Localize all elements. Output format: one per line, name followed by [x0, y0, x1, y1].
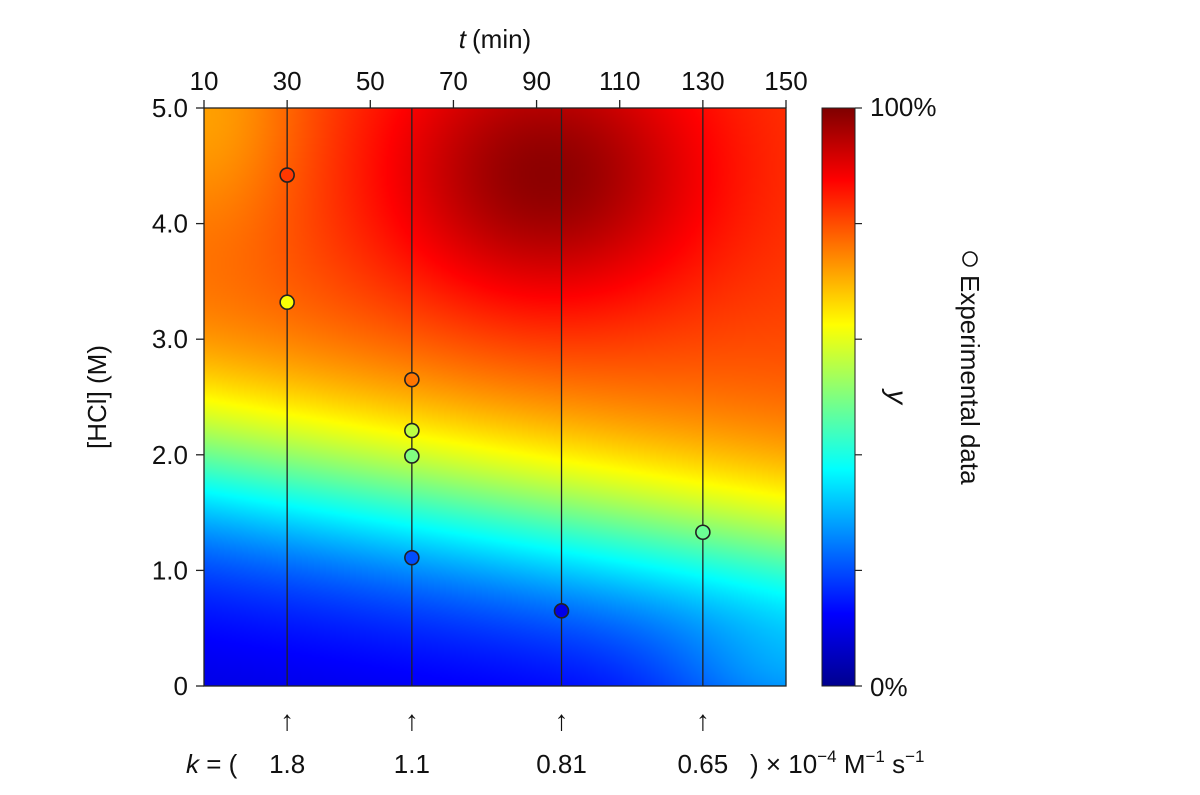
- x-axis-title: t (min): [459, 24, 531, 54]
- y-tick-label: 1.0: [152, 555, 188, 585]
- experimental-point: [279, 167, 295, 183]
- colorbar: [821, 107, 856, 687]
- colorbar-min-label: 0%: [870, 672, 908, 702]
- k-units-s-exp: −1: [905, 747, 924, 766]
- plot-frame: [203, 107, 787, 687]
- k-lines: [286, 108, 704, 686]
- x-tick-label: 10: [190, 66, 219, 96]
- k-units-m-exp: −1: [866, 747, 885, 766]
- k-prefix: k = (: [186, 749, 238, 779]
- experimental-point: [404, 448, 420, 464]
- k-value: 0.81: [536, 749, 587, 779]
- y-tick-label: 0: [174, 671, 188, 701]
- colorbar-title: y: [882, 388, 913, 406]
- k-units-exp: −4: [817, 747, 836, 766]
- x-axis: 10 30 50 70 90 110 130 150: [190, 66, 808, 108]
- x-tick-label: 30: [273, 66, 302, 96]
- y-axis-title: [HCl] (M): [82, 345, 112, 449]
- y-tick-label: 4.0: [152, 209, 188, 239]
- k-arrow: ↑: [280, 705, 294, 736]
- k-units-main: ) × 10: [750, 749, 817, 779]
- x-axis-var: t: [459, 24, 468, 54]
- k-value: 1.8: [269, 749, 305, 779]
- legend-marker: [962, 251, 978, 267]
- colorbar-ticks: [855, 107, 862, 687]
- x-tick-label: 50: [356, 66, 385, 96]
- experimental-point: [404, 422, 420, 439]
- k-value: 1.1: [394, 749, 430, 779]
- k-value: 0.65: [678, 749, 729, 779]
- legend: Experimental data: [955, 251, 985, 485]
- experimental-point: [695, 524, 711, 541]
- k-units: ) × 10−4 M−1 s−1: [750, 747, 925, 779]
- x-axis-unit: (min): [472, 24, 531, 54]
- k-arrow: ↑: [405, 705, 419, 736]
- experimental-points: [279, 167, 711, 619]
- x-tick-label: 150: [764, 66, 807, 96]
- y-tick-label: 2.0: [152, 440, 188, 470]
- y-tick-label: 3.0: [152, 324, 188, 354]
- k-symbol: k: [186, 749, 201, 779]
- k-open: = (: [199, 749, 238, 779]
- legend-label: Experimental data: [955, 275, 985, 485]
- k-value-labels: 1.8 1.1 0.81 0.65: [269, 749, 728, 779]
- k-arrows: ↑ ↑ ↑ ↑: [280, 705, 710, 736]
- colorbar-max-label: 100%: [870, 92, 937, 122]
- x-tick-label: 110: [599, 66, 640, 96]
- experimental-point: [279, 294, 295, 311]
- y-tick-label: 5.0: [152, 93, 188, 123]
- experimental-point: [404, 371, 420, 388]
- k-arrow: ↑: [696, 705, 710, 736]
- x-tick-label: 90: [522, 66, 551, 96]
- x-tick-label: 130: [681, 66, 724, 96]
- k-units-s: s: [885, 749, 905, 779]
- experimental-point: [404, 549, 420, 566]
- k-units-m: M: [837, 749, 866, 779]
- x-tick-label: 70: [439, 66, 468, 96]
- heatmap-surface: [204, 108, 786, 686]
- k-arrow: ↑: [555, 705, 569, 736]
- y-axis: 0 1.0 2.0 3.0 4.0 5.0: [152, 93, 204, 701]
- experimental-point: [553, 603, 570, 619]
